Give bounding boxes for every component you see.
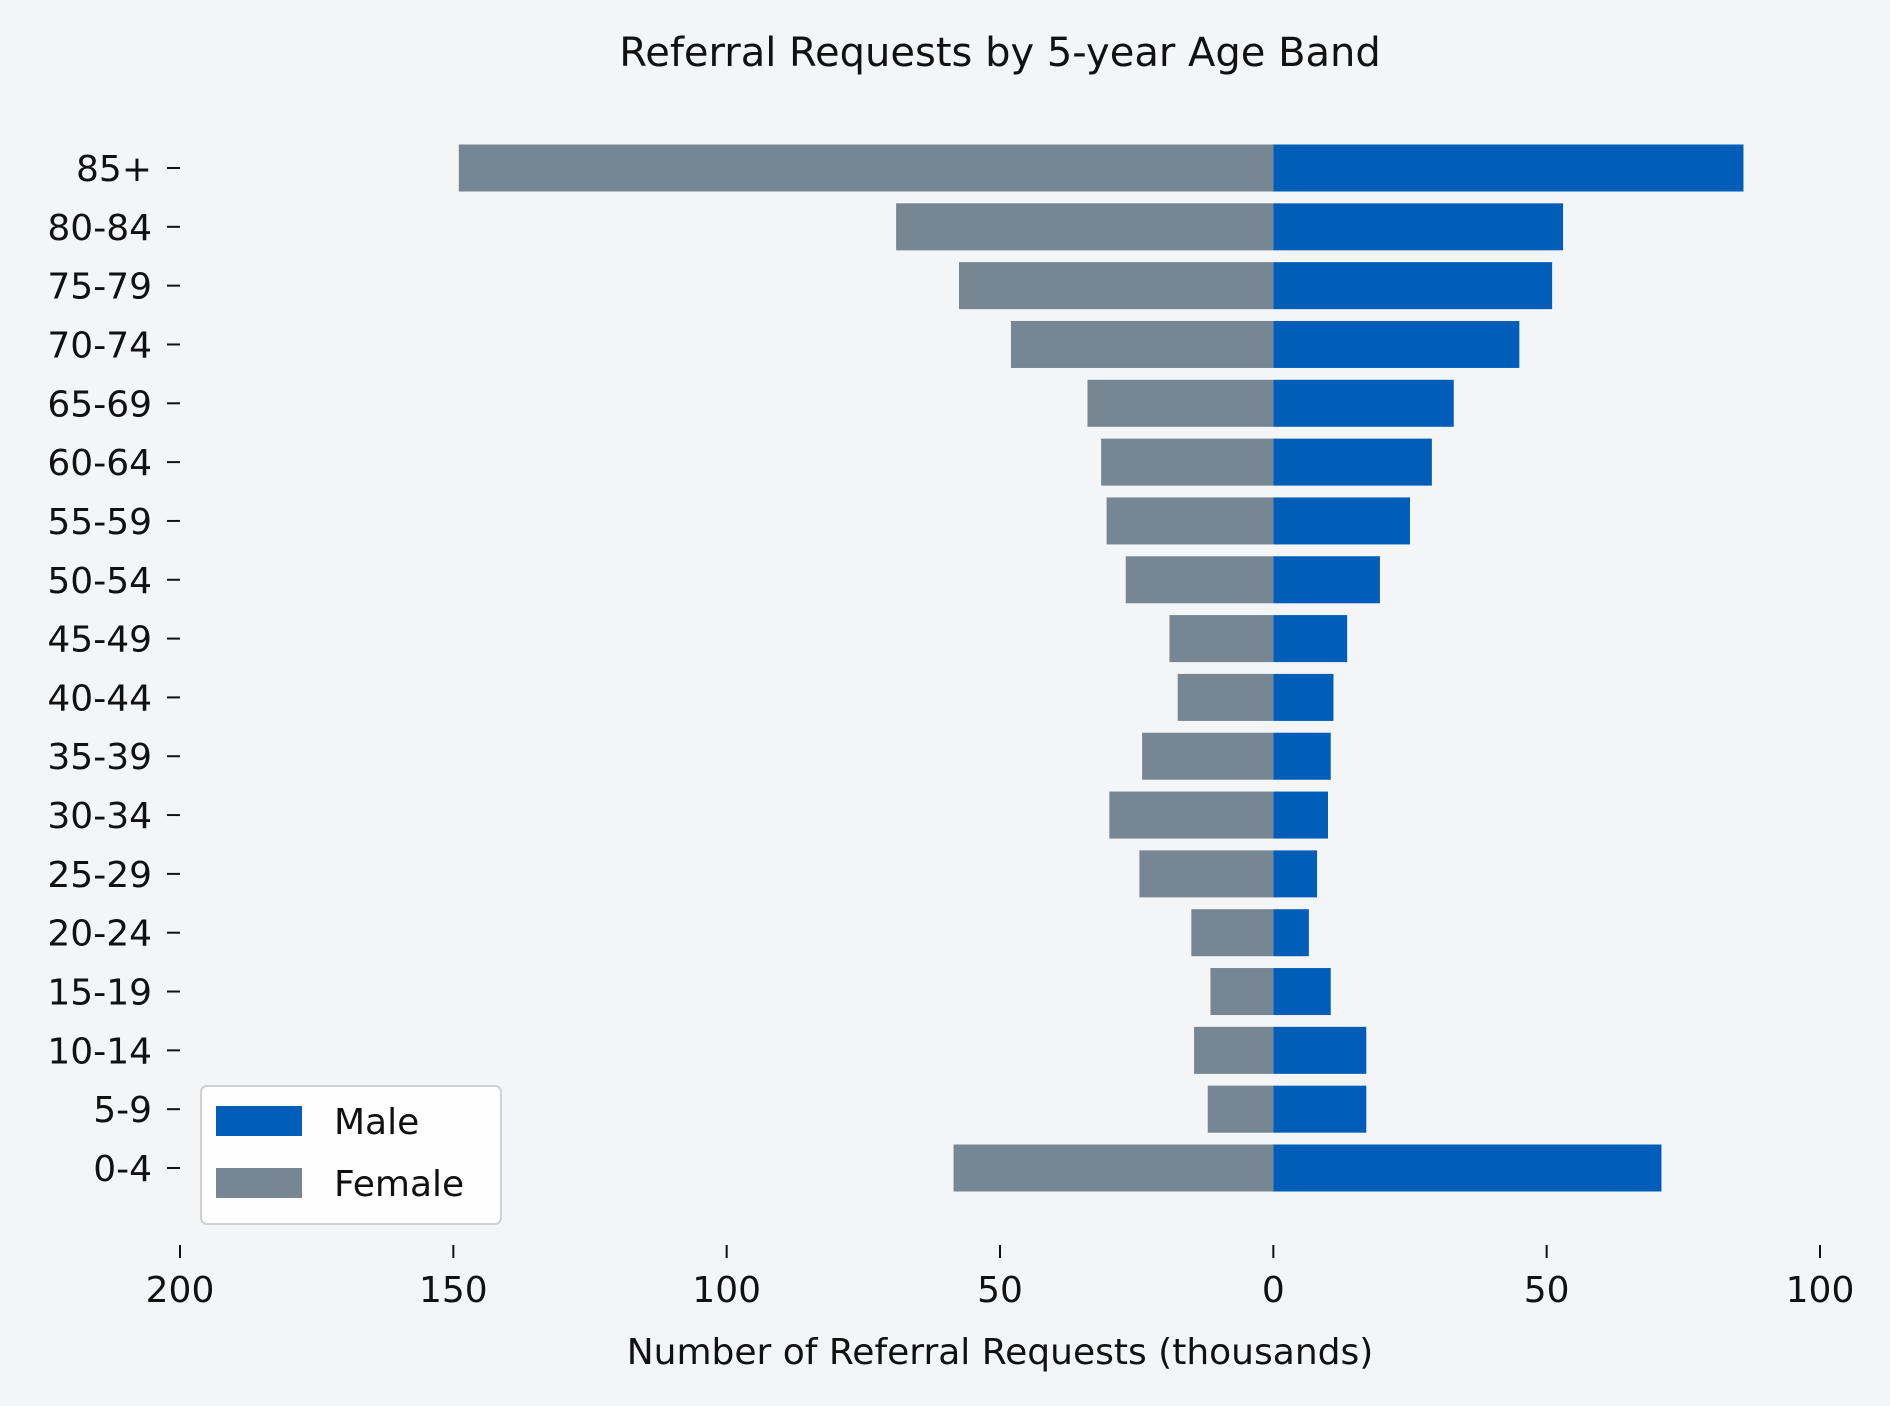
bar-male-55-59: [1273, 497, 1410, 545]
bar-male-0-4: [1273, 1144, 1662, 1192]
bar-female-65-69: [1087, 379, 1274, 427]
bar-female-85plus: [458, 144, 1274, 192]
y-tick-label-20-24: 20-24: [47, 914, 152, 955]
x-tick-label-0: 200: [146, 1270, 215, 1311]
legend-label-male: Male: [334, 1102, 419, 1143]
y-tick-label-45-49: 45-49: [47, 620, 152, 661]
legend-swatch-female: [216, 1168, 302, 1198]
bar-male-30-34: [1273, 791, 1328, 839]
legend-swatch-male: [216, 1106, 302, 1136]
bar-male-70-74: [1273, 320, 1520, 368]
legend-label-female: Female: [334, 1164, 464, 1205]
x-tick-label-5: 50: [1524, 1270, 1570, 1311]
y-tick-label-80-84: 80-84: [47, 208, 152, 249]
bar-female-80-84: [896, 203, 1274, 251]
y-tick-label-75-79: 75-79: [47, 267, 152, 308]
bar-female-25-29: [1139, 850, 1274, 898]
y-tick-label-65-69: 65-69: [47, 384, 152, 425]
y-tick-label-70-74: 70-74: [47, 325, 152, 366]
bar-male-40-44: [1273, 673, 1334, 721]
bar-male-20-24: [1273, 909, 1309, 957]
bar-female-15-19: [1210, 968, 1274, 1016]
bar-female-40-44: [1177, 673, 1274, 721]
bar-female-0-4: [953, 1144, 1274, 1192]
bar-female-70-74: [1010, 320, 1274, 368]
y-tick-label-50-54: 50-54: [47, 561, 152, 602]
bars-layer: [458, 144, 1744, 1192]
chart-title: Referral Requests by 5-year Age Band: [619, 30, 1381, 76]
bar-female-35-39: [1142, 732, 1274, 780]
y-tick-label-55-59: 55-59: [47, 502, 152, 543]
bar-male-15-19: [1273, 968, 1331, 1016]
y-tick-label-40-44: 40-44: [47, 678, 152, 719]
bar-male-60-64: [1273, 438, 1432, 486]
x-tick-label-4: 0: [1262, 1270, 1285, 1311]
bar-male-45-49: [1273, 615, 1348, 663]
bar-female-50-54: [1125, 556, 1274, 604]
x-axis-label: Number of Referral Requests (thousands): [627, 1332, 1374, 1373]
y-tick-label-15-19: 15-19: [47, 973, 152, 1014]
bar-female-10-14: [1194, 1026, 1274, 1074]
y-tick-label-25-29: 25-29: [47, 855, 152, 896]
bar-male-75-79: [1273, 262, 1553, 310]
bar-male-85plus: [1273, 144, 1744, 192]
y-tick-label-85plus: 85+: [76, 149, 152, 190]
bar-female-45-49: [1169, 615, 1274, 663]
y-tick-label-35-39: 35-39: [47, 737, 152, 778]
bar-male-50-54: [1273, 556, 1380, 604]
bar-male-10-14: [1273, 1026, 1367, 1074]
y-tick-label-30-34: 30-34: [47, 796, 152, 837]
bar-female-5-9: [1207, 1085, 1274, 1133]
bar-female-60-64: [1101, 438, 1274, 486]
y-tick-label-60-64: 60-64: [47, 443, 152, 484]
bar-male-80-84: [1273, 203, 1564, 251]
bar-male-35-39: [1273, 732, 1331, 780]
bar-male-65-69: [1273, 379, 1454, 427]
x-tick-label-1: 150: [419, 1270, 488, 1311]
bar-female-30-34: [1109, 791, 1274, 839]
bar-male-25-29: [1273, 850, 1318, 898]
y-axis: 0-4 5-9 10-14 15-19 20-24 25-29 30-34 35-39 40-4…: [47, 149, 180, 1190]
x-tick-label-3: 50: [977, 1270, 1023, 1311]
x-tick-label-6: 100: [1786, 1270, 1855, 1311]
bar-female-75-79: [959, 262, 1274, 310]
y-tick-label-10-14: 10-14: [47, 1031, 152, 1072]
x-tick-label-2: 100: [692, 1270, 761, 1311]
bar-male-5-9: [1273, 1085, 1367, 1133]
y-tick-label-5-9: 5-9: [93, 1090, 152, 1131]
bar-female-20-24: [1191, 909, 1274, 957]
x-axis: 200 150 100 50 0 50 100: [146, 1245, 1855, 1311]
y-tick-label-0-4: 0-4: [93, 1149, 152, 1190]
bar-female-55-59: [1106, 497, 1274, 545]
legend: Male Female: [200, 1085, 502, 1225]
